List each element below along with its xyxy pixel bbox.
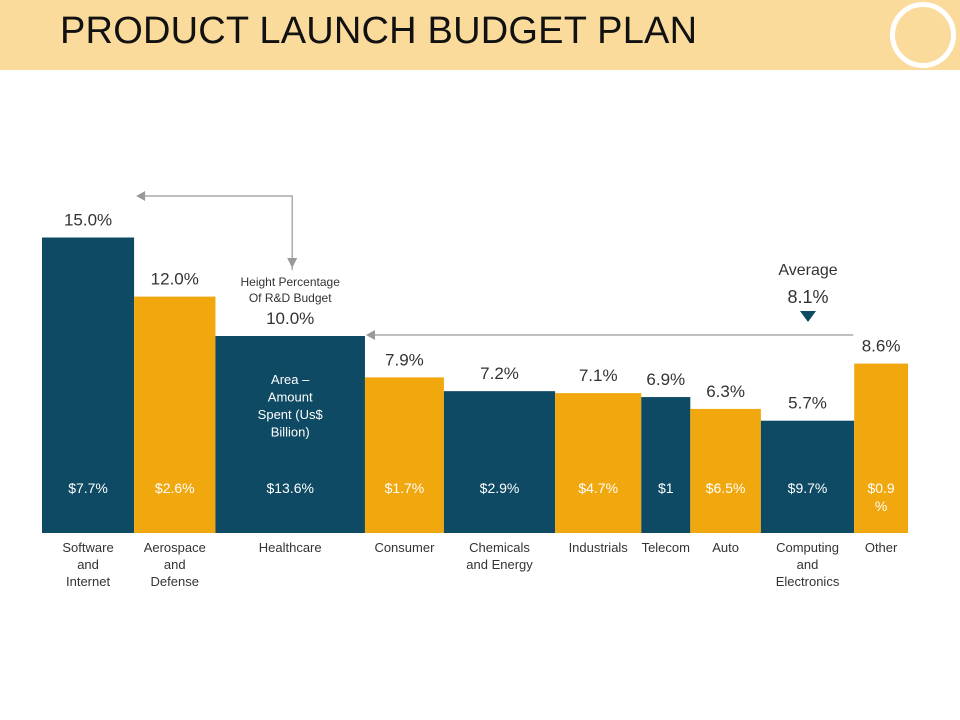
bar — [215, 336, 365, 533]
bar-value-label: 7.1% — [579, 366, 618, 385]
area-annotation: Spent (Us$ — [258, 407, 324, 422]
bar — [134, 296, 216, 533]
page-title: PRODUCT LAUNCH BUDGET PLAN — [60, 10, 698, 52]
bar — [443, 391, 556, 533]
category-label: Industrials — [569, 540, 629, 555]
bar-spend-label: $2.9% — [480, 480, 520, 496]
bar — [364, 377, 444, 533]
area-annotation: Billion) — [271, 425, 310, 440]
category-label: Consumer — [374, 540, 435, 555]
bar — [555, 393, 642, 533]
arrow-left-icon — [365, 330, 375, 340]
category-label: Chemicals — [469, 540, 530, 555]
bar-spend-label: $7.7% — [68, 480, 108, 496]
average-marker-icon — [800, 311, 816, 322]
bar-spend-label: $4.7% — [578, 480, 618, 496]
bar-value-label: 15.0% — [64, 211, 112, 230]
header-bar: PRODUCT LAUNCH BUDGET PLAN — [0, 0, 960, 70]
category-label: Software — [62, 540, 113, 555]
height-annotation: Height Percentage — [240, 275, 340, 289]
category-label: and Energy — [466, 557, 533, 572]
bar-spend-label: $1 — [658, 480, 674, 496]
bar-spend-label: $9.7% — [788, 480, 828, 496]
average-value: 8.1% — [787, 287, 828, 307]
category-label: Computing — [776, 540, 839, 555]
height-annotation: Of R&D Budget — [249, 291, 332, 305]
bar-spend-label: $6.5% — [706, 480, 746, 496]
bar — [760, 420, 855, 533]
bar-value-label: 6.3% — [706, 382, 745, 401]
bar-value-label: 7.2% — [480, 364, 519, 383]
area-annotation: Amount — [268, 390, 313, 405]
arrow-left-icon — [136, 191, 146, 201]
bar-spend-label: $1.7% — [385, 480, 425, 496]
bar — [42, 237, 135, 533]
category-label: Defense — [151, 574, 199, 589]
category-label: Internet — [66, 574, 110, 589]
category-label: and — [77, 557, 99, 572]
bar-value-label: 10.0% — [266, 309, 314, 328]
category-label: and — [164, 557, 186, 572]
arrow-down-icon — [287, 258, 298, 268]
bar-spend-label: $0.9 — [867, 480, 894, 496]
category-label: Telecom — [642, 540, 690, 555]
average-label: Average — [778, 262, 837, 279]
category-label: Auto — [712, 540, 739, 555]
bar — [641, 397, 691, 533]
category-label: and — [797, 557, 819, 572]
category-label: Other — [865, 540, 898, 555]
bar-value-label: 12.0% — [151, 270, 199, 289]
bar-spend-label: $13.6% — [266, 480, 313, 496]
area-annotation: Area – — [271, 372, 310, 387]
bar — [854, 363, 908, 533]
bar-value-label: 6.9% — [646, 370, 685, 389]
height-pointer-line — [140, 195, 293, 270]
bar-value-label: 5.7% — [788, 394, 827, 413]
category-label: Electronics — [776, 574, 840, 589]
bar-spend-label: % — [875, 498, 887, 514]
category-label: Aerospace — [144, 540, 206, 555]
bar-spend-label: $2.6% — [155, 480, 195, 496]
category-label: Healthcare — [259, 540, 322, 555]
bar-value-label: 7.9% — [385, 350, 424, 369]
bar — [690, 408, 761, 533]
circle-icon — [890, 2, 956, 68]
bar-value-label: 8.6% — [862, 337, 901, 356]
